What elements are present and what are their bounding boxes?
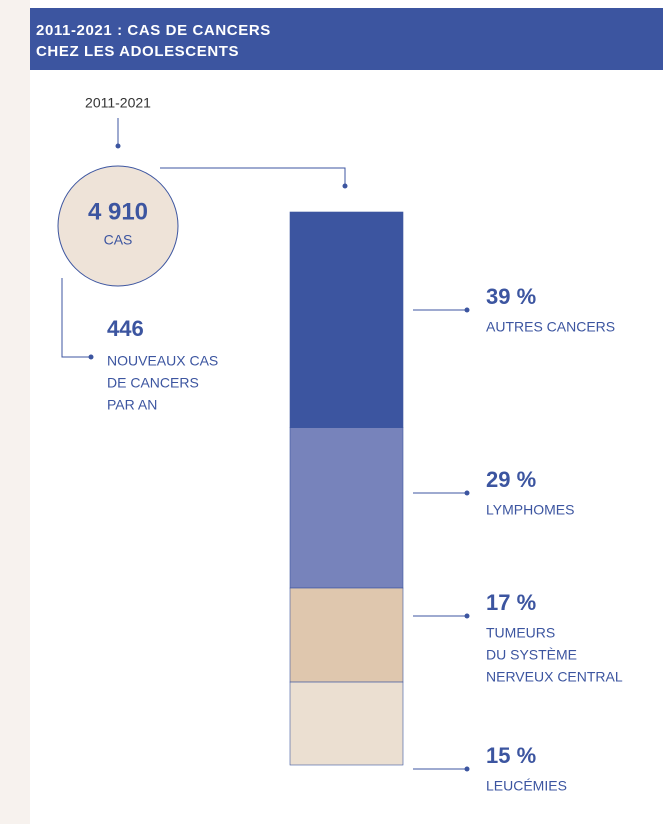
header bbox=[30, 8, 663, 70]
segment-name: LEUCÉMIES bbox=[486, 778, 567, 794]
bar-segment bbox=[289, 211, 404, 428]
total-value: 4 910 bbox=[88, 198, 148, 225]
per-year-value: 446 bbox=[107, 316, 144, 341]
segment-name: AUTRES CANCERS bbox=[486, 319, 615, 335]
total-unit: CAS bbox=[104, 232, 133, 248]
title-line: CHEZ LES ADOLESCENTS bbox=[36, 43, 239, 60]
label-dot bbox=[464, 766, 470, 772]
segment-name: NERVEUX CENTRAL bbox=[486, 669, 623, 685]
connectors bbox=[61, 118, 346, 358]
label-dot bbox=[464, 307, 470, 313]
segment-name: LYMPHOMES bbox=[486, 502, 574, 518]
bar-segment bbox=[289, 681, 404, 766]
segment-name: DU SYSTÈME bbox=[486, 647, 577, 663]
period: 2011-2021 bbox=[85, 95, 151, 111]
per-year-label: NOUVEAUX CAS bbox=[107, 353, 218, 369]
value-label: 17 % bbox=[486, 590, 536, 615]
bar-segment bbox=[289, 587, 404, 683]
label-dot bbox=[464, 490, 470, 496]
per-year-label: PAR AN bbox=[107, 397, 157, 413]
total-circle bbox=[57, 165, 179, 287]
segment-name: TUMEURS bbox=[486, 625, 555, 641]
dots bbox=[88, 143, 348, 360]
label-dot bbox=[464, 613, 470, 619]
per-year-label: DE CANCERS bbox=[107, 375, 199, 391]
value-label: 15 % bbox=[486, 743, 536, 768]
value-label: 39 % bbox=[486, 284, 536, 309]
title-line: 2011-2021 : CAS DE CANCERS bbox=[36, 22, 271, 39]
value-label: 29 % bbox=[486, 467, 536, 492]
bar-segment bbox=[289, 427, 404, 589]
